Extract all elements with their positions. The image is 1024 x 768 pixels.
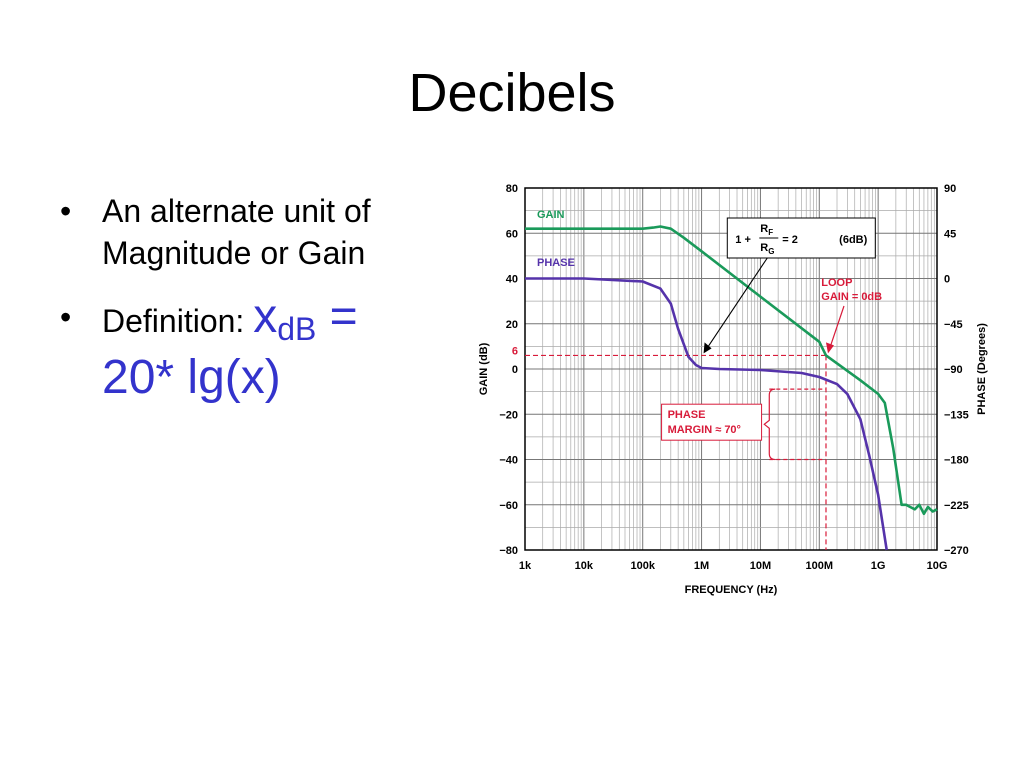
slide-title: Decibels: [408, 63, 616, 123]
phase-margin-label-line1: PHASE: [668, 409, 706, 421]
y2-tick-label: −270: [944, 545, 969, 557]
formula-denominator-sub: G: [768, 247, 774, 256]
x-tick-label: 10M: [750, 560, 771, 572]
y-tick-label: 40: [506, 274, 518, 286]
y-tick-label: 80: [506, 183, 518, 195]
phase-series-line: [525, 277, 888, 551]
loop-gain-arrow-head: [825, 342, 834, 354]
bullet-marker: •: [60, 299, 72, 335]
y-tick-label: 0: [512, 364, 518, 376]
phase-margin-label-line2: MARGIN ≈ 70°: [668, 424, 741, 436]
y2-tick-label: 90: [944, 183, 956, 195]
bullet-text-line2: Magnitude or Gain: [102, 235, 366, 271]
loop-gain-arrow-line: [829, 305, 845, 348]
gain-6db-label: 6: [512, 345, 518, 357]
gain-series-label: GAIN: [537, 209, 565, 221]
loop-gain-label-line1: LOOP: [821, 277, 852, 289]
y-axis-title: GAIN (dB): [478, 342, 490, 395]
bullet-list: • An alternate unit of Magnitude or Gain…: [60, 190, 460, 406]
bullet-text-line1: An alternate unit of: [102, 193, 371, 229]
x-tick-label: 10k: [575, 560, 594, 572]
x-tick-label: 100k: [630, 560, 655, 572]
gain-series-line: [525, 225, 938, 516]
formula-arrow-head: [703, 342, 712, 354]
formula-numerator-sub: F: [768, 228, 773, 237]
formula-subscript: dB: [277, 311, 317, 347]
phase-series-label: PHASE: [537, 257, 575, 269]
y2-tick-label: −180: [944, 455, 969, 467]
y2-axis-title: PHASE (Degrees): [976, 323, 988, 415]
phase-margin-brace: [763, 388, 776, 461]
bullet-definition-unit: • An alternate unit of Magnitude or Gain: [60, 190, 460, 274]
x-axis-title: FREQUENCY (Hz): [685, 584, 778, 596]
y2-tick-label: −45: [944, 319, 963, 331]
formula-rhs: 20* lg(x): [102, 351, 281, 404]
formula-box: [726, 217, 876, 259]
y2-tick-label: 0: [944, 274, 950, 286]
x-tick-label: 10G: [927, 560, 948, 572]
x-tick-label: 1M: [694, 560, 709, 572]
x-tick-label: 1k: [519, 560, 532, 572]
formula-arrow-line: [707, 257, 768, 348]
formula-equals: =: [316, 290, 358, 343]
y-tick-label: −20: [499, 409, 518, 421]
y2-tick-label: −135: [944, 409, 969, 421]
formula-value: = 2: [782, 234, 798, 246]
definition-label: Definition:: [102, 303, 254, 339]
x-tick-label: 1G: [871, 560, 886, 572]
x-tick-label: 100M: [806, 560, 834, 572]
y-tick-label: −80: [499, 545, 518, 557]
formula-numerator: R: [760, 223, 768, 235]
loop-gain-label-line2: GAIN = 0dB: [821, 291, 882, 303]
formula-db: (6dB): [839, 234, 867, 246]
formula-denominator: R: [760, 242, 768, 254]
y2-tick-label: 45: [944, 228, 956, 240]
formula-variable: x: [253, 290, 278, 343]
y2-tick-label: −225: [944, 500, 969, 512]
y-tick-label: 60: [506, 228, 518, 240]
bode-plot-chart: 1k 10k 100k 1M 10M 100M 1G 10G806040200−20−40−6…: [478, 183, 988, 596]
y2-tick-label: −90: [944, 364, 963, 376]
plot-frame: [524, 187, 938, 551]
y-tick-label: −60: [499, 500, 518, 512]
bullet-marker: •: [60, 193, 72, 229]
formula-prefix: 1 +: [735, 234, 751, 246]
y-tick-label: −40: [499, 455, 518, 467]
y-tick-label: 20: [506, 319, 518, 331]
bullet-definition-formula: • Definition: xdB = 20* lg(x): [60, 293, 460, 406]
phase-margin-box: [661, 403, 763, 441]
